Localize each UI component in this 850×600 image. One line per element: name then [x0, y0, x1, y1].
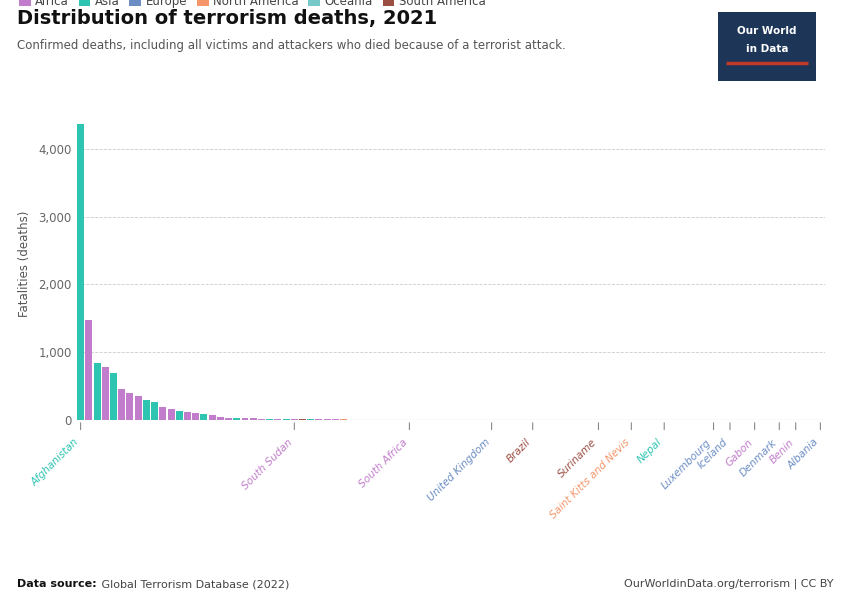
Text: South Africa: South Africa	[357, 437, 410, 489]
Text: Benin: Benin	[768, 437, 796, 465]
Text: Data source:: Data source:	[17, 579, 97, 589]
Bar	[315, 419, 322, 420]
Text: Our World: Our World	[737, 26, 796, 37]
Bar	[167, 409, 174, 420]
Text: Afghanistan: Afghanistan	[30, 437, 81, 488]
Bar	[233, 418, 241, 420]
Text: Gabon: Gabon	[723, 437, 755, 468]
Text: Albania: Albania	[786, 437, 820, 472]
Bar	[102, 367, 109, 420]
Bar	[134, 396, 142, 420]
Bar	[258, 419, 265, 420]
Bar	[176, 411, 183, 420]
Bar	[217, 416, 224, 420]
Bar	[282, 419, 290, 420]
Bar	[208, 415, 216, 420]
Text: Luxembourg: Luxembourg	[660, 437, 713, 491]
Bar	[307, 419, 314, 420]
Bar	[94, 363, 100, 420]
Bar	[299, 419, 306, 420]
Text: Global Terrorism Database (2022): Global Terrorism Database (2022)	[98, 579, 289, 589]
Bar	[159, 407, 167, 420]
Text: Iceland: Iceland	[696, 437, 730, 471]
Text: Suriname: Suriname	[556, 437, 598, 479]
Bar	[291, 419, 298, 420]
Bar	[241, 418, 248, 420]
Bar	[275, 419, 281, 420]
Bar	[143, 400, 150, 420]
Text: Distribution of terrorism deaths, 2021: Distribution of terrorism deaths, 2021	[17, 9, 437, 28]
Bar	[77, 124, 84, 420]
Bar	[127, 393, 133, 420]
Text: South Sudan: South Sudan	[241, 437, 294, 491]
Text: OurWorldinData.org/terrorism | CC BY: OurWorldinData.org/terrorism | CC BY	[624, 578, 833, 589]
Bar	[266, 419, 273, 420]
Bar	[225, 418, 232, 420]
Bar	[110, 373, 117, 420]
Text: Brazil: Brazil	[505, 437, 533, 465]
Bar	[151, 403, 158, 420]
Bar	[118, 389, 125, 420]
Text: in Data: in Data	[746, 44, 788, 53]
Bar	[250, 418, 257, 420]
Legend: Africa, Asia, Europe, North America, Oceania, South America: Africa, Asia, Europe, North America, Oce…	[19, 0, 486, 8]
Text: Saint Kitts and Nevis: Saint Kitts and Nevis	[548, 437, 632, 520]
Bar	[85, 320, 93, 420]
Text: Confirmed deaths, including all victims and attackers who died because of a terr: Confirmed deaths, including all victims …	[17, 39, 566, 52]
Bar	[184, 412, 191, 420]
Y-axis label: Fatalities (deaths): Fatalities (deaths)	[19, 211, 31, 317]
Text: Nepal: Nepal	[636, 437, 664, 466]
Bar	[201, 414, 207, 420]
Bar	[192, 413, 199, 420]
Text: Denmark: Denmark	[739, 437, 779, 478]
Text: United Kingdom: United Kingdom	[426, 437, 491, 503]
FancyBboxPatch shape	[718, 12, 816, 81]
Bar	[324, 419, 331, 420]
